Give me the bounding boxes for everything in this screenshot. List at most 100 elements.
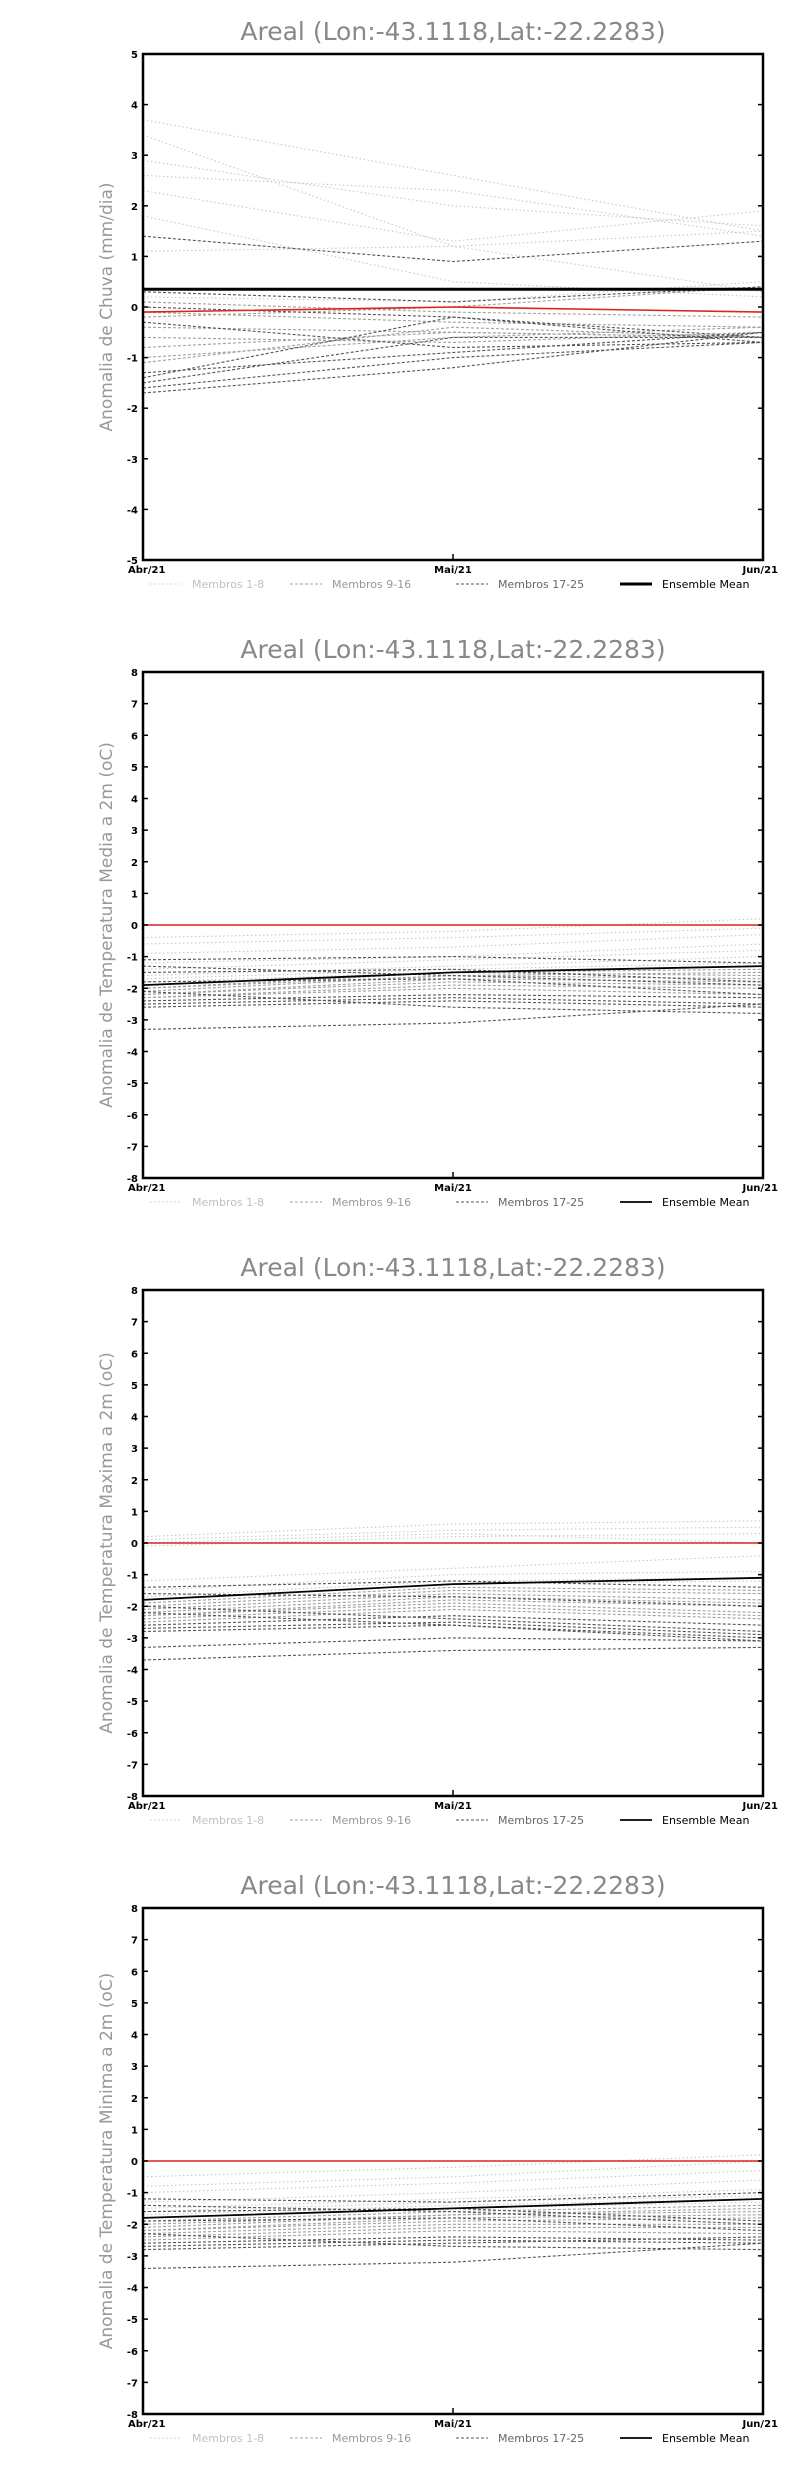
- x-tick-label: Jun/21: [741, 1183, 778, 1194]
- y-axis-label: Anomalia de Temperatura Maxima a 2m (oC): [97, 1352, 117, 1734]
- member-line-24: [142, 235, 764, 263]
- y-tick-label: -3: [127, 1016, 138, 1027]
- legend: Membros 1-8 Membros 9-16 Membros 17-25 Ense…: [150, 1196, 749, 1209]
- y-tick-label: -5: [127, 2315, 138, 2326]
- x-tick-label: Abr/21: [128, 2419, 165, 2430]
- member-line-24: [142, 1593, 764, 1607]
- member-line-23: [142, 978, 764, 996]
- reference-line: [142, 306, 764, 313]
- y-tick-label: 6: [131, 1349, 138, 1360]
- member-line-2: [142, 134, 764, 293]
- member-line-24: [142, 990, 764, 1015]
- member-line-14: [142, 2223, 763, 2235]
- y-tick-label: -1: [127, 2189, 138, 2200]
- y-tick-label: 7: [131, 1936, 138, 1947]
- x-tick-label: Jun/21: [741, 2419, 778, 2430]
- y-tick-label: 4: [131, 2031, 138, 2042]
- y-tick-label: -1: [127, 354, 138, 365]
- member-line-7: [142, 962, 764, 980]
- y-tick-label: 0: [131, 303, 138, 314]
- y-tick-label: 1: [131, 1507, 138, 1518]
- member-line-21: [142, 321, 764, 349]
- y-tick-label: -2: [127, 2220, 138, 2231]
- member-line-7: [142, 230, 764, 252]
- y-tick-label: -6: [127, 1729, 138, 1740]
- legend-label-3: Membros 17-25: [498, 1196, 584, 1209]
- y-tick-label: 3: [131, 2062, 138, 2073]
- chart-panel-4: Areal (Lon:-43.1118,Lat:-22.2283) Anomali…: [97, 1871, 778, 2445]
- legend-label-2: Membros 9-16: [332, 1814, 411, 1827]
- member-line-4: [142, 1532, 764, 1547]
- y-tick-label: 0: [131, 2157, 138, 2168]
- y-tick-label: 2: [131, 2094, 138, 2105]
- member-line-18: [142, 997, 764, 1005]
- member-line-6: [142, 215, 764, 298]
- member-line-11: [142, 1593, 764, 1610]
- member-line-3: [142, 1532, 764, 1544]
- member-line-21: [142, 2192, 764, 2203]
- x-tick-label: Mai/21: [434, 2419, 472, 2430]
- member-line-13: [142, 1599, 764, 1617]
- legend-label-2: Membros 9-16: [332, 578, 411, 591]
- member-line-5: [142, 190, 764, 242]
- member-line-7: [142, 2198, 764, 2216]
- member-line-10: [142, 1589, 764, 1607]
- member-line-23: [142, 1605, 764, 1633]
- legend-label-2: Membros 9-16: [332, 2432, 411, 2445]
- y-tick-label: -4: [127, 2284, 138, 2295]
- y-tick-label: 3: [131, 151, 138, 162]
- chart-panel-3: Areal (Lon:-43.1118,Lat:-22.2283) Anomali…: [97, 1253, 778, 1827]
- y-tick-label: -3: [127, 455, 138, 466]
- chart-title: Areal (Lon:-43.1118,Lat:-22.2283): [240, 1253, 665, 1282]
- member-line-2: [142, 1526, 764, 1541]
- member-line-3: [142, 2169, 764, 2194]
- legend: Membros 1-8 Membros 9-16 Membros 17-25 Ense…: [150, 1814, 749, 1827]
- x-tick-label: Jun/21: [741, 1801, 778, 1812]
- legend: Membros 1-8 Membros 9-16 Membros 17-25 Ense…: [150, 2432, 749, 2445]
- y-tick-label: 8: [131, 1904, 138, 1915]
- member-line-14: [142, 981, 764, 996]
- member-line-5: [142, 949, 764, 970]
- y-tick-label: -3: [127, 1634, 138, 1645]
- y-tick-label: -7: [127, 1760, 138, 1771]
- member-line-7: [142, 1577, 764, 1598]
- member-line-20: [142, 1637, 764, 1648]
- y-tick-label: -4: [127, 1048, 138, 1059]
- member-line-16: [142, 2230, 764, 2241]
- member-line-9: [142, 301, 764, 318]
- legend-label-1: Membros 1-8: [192, 578, 264, 591]
- member-line-16: [142, 987, 764, 999]
- y-tick-label: 4: [131, 1413, 138, 1424]
- member-line-4: [142, 2179, 764, 2203]
- member-line-23: [142, 306, 764, 343]
- y-tick-label: 5: [131, 1381, 138, 1392]
- y-tick-label: 2: [131, 1476, 138, 1487]
- member-line-25: [142, 336, 763, 384]
- member-line-16: [142, 326, 764, 364]
- y-tick-label: 1: [131, 2125, 138, 2136]
- member-line-4: [142, 943, 764, 964]
- member-line-1: [142, 1520, 764, 1538]
- x-tick-label: Mai/21: [434, 565, 472, 576]
- member-line-2: [142, 927, 764, 945]
- legend-label-3: Membros 17-25: [498, 2432, 584, 2445]
- member-line-6: [142, 956, 764, 977]
- y-tick-label: -5: [127, 556, 138, 567]
- ensemble-mean-line: [142, 1576, 764, 1601]
- y-tick-label: -1: [127, 1571, 138, 1582]
- member-line-11: [142, 2211, 764, 2228]
- member-line-1: [142, 119, 764, 232]
- member-line-17: [142, 331, 764, 374]
- legend-label-3: Membros 17-25: [498, 1814, 584, 1827]
- y-tick-label: -2: [127, 984, 138, 995]
- y-tick-label: 6: [131, 731, 138, 742]
- member-line-6: [142, 2195, 764, 2213]
- y-tick-label: 5: [131, 763, 138, 774]
- y-tick-label: 7: [131, 1318, 138, 1329]
- y-tick-label: 1: [131, 889, 138, 900]
- legend-label-4: Ensemble Mean: [662, 1814, 749, 1827]
- y-tick-label: 0: [131, 921, 138, 932]
- member-line-2: [142, 2160, 764, 2187]
- x-tick-label: Abr/21: [128, 565, 165, 576]
- y-tick-label: 5: [131, 50, 138, 61]
